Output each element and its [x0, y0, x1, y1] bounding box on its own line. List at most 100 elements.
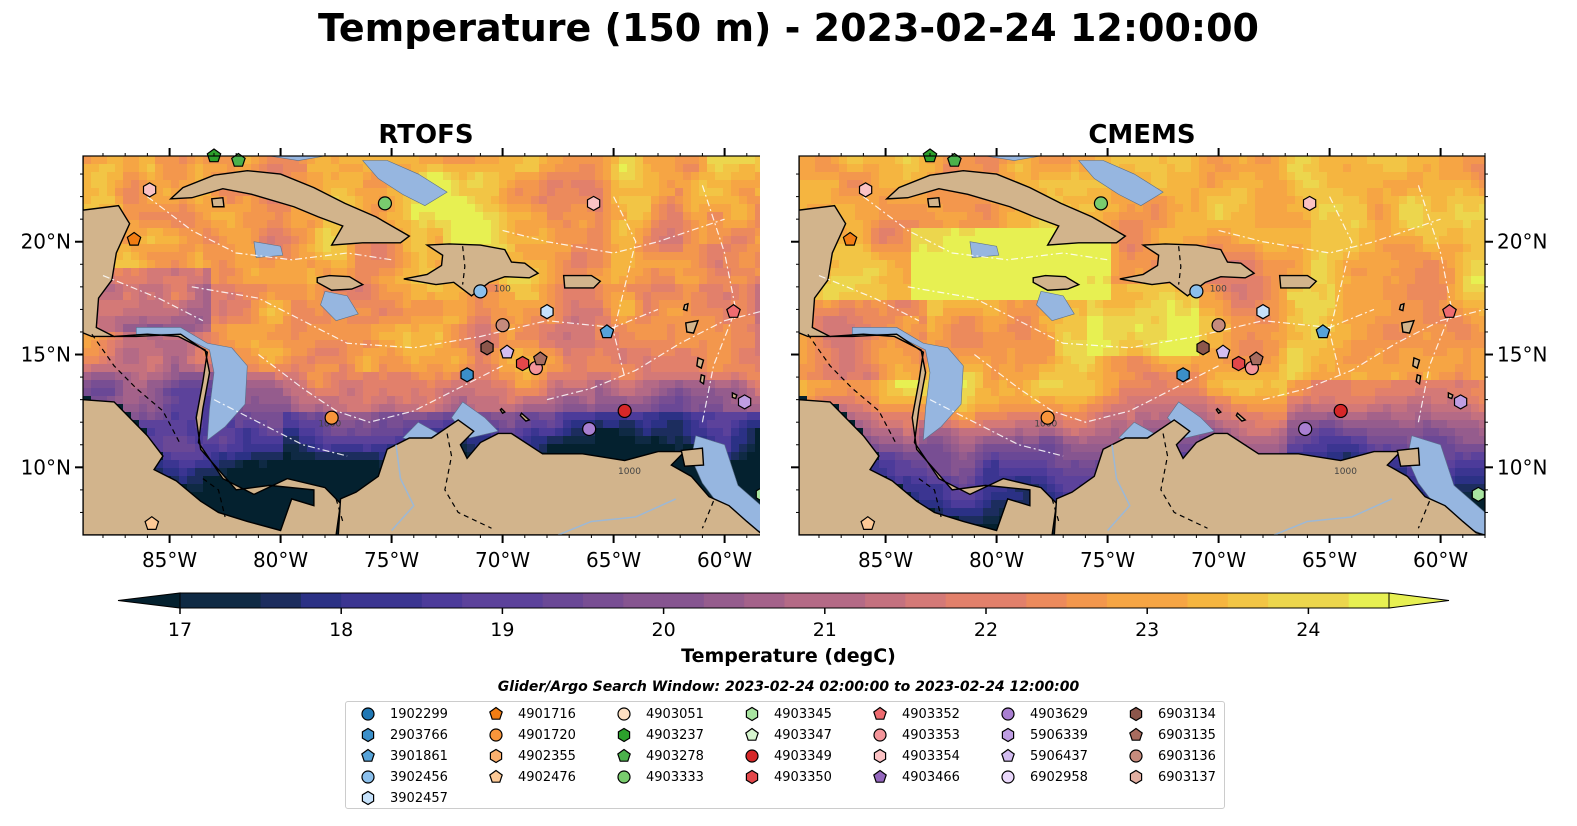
float-marker — [473, 284, 488, 299]
float-marker — [1176, 367, 1190, 383]
colorbar-tick-label: 22 — [974, 619, 998, 641]
colorbar-segment — [1187, 593, 1229, 608]
shelf-area — [1036, 291, 1075, 322]
float-marker — [142, 182, 157, 198]
colorbar-tick-label: 19 — [490, 619, 514, 641]
float-marker — [1333, 403, 1348, 419]
country-border — [1417, 500, 1431, 529]
colorbar: 17 18 19 20 21 22 23 24 — [117, 592, 1450, 641]
legend-item: 4903350 — [742, 767, 832, 787]
colorbar-tick-label: 24 — [1296, 619, 1320, 641]
land-mass — [316, 274, 365, 291]
legend-label: 4903629 — [1030, 706, 1088, 722]
colorbar-segment — [1066, 593, 1108, 608]
hexagon-marker-icon — [745, 769, 759, 785]
legend-label: 3902456 — [390, 769, 448, 785]
pentagon-marker-icon — [361, 748, 375, 762]
map-frame — [82, 155, 760, 536]
float-marker — [755, 488, 760, 501]
colorbar-segment — [421, 593, 463, 608]
hexagon-marker-icon — [745, 706, 759, 722]
legend-label: 4903347 — [774, 727, 832, 743]
legend-label: 4903352 — [902, 706, 960, 722]
float-marker — [1189, 284, 1204, 299]
legend-item: 3901861 — [358, 746, 448, 766]
float-marker — [860, 515, 876, 530]
contour-label: 1000 — [618, 467, 641, 477]
colorbar-tick-label: 21 — [813, 619, 837, 641]
pentagon-marker-icon — [1129, 727, 1143, 741]
land-mass — [684, 319, 700, 334]
y-tick-label: 10°N — [21, 455, 71, 479]
pentagon-marker-icon — [617, 748, 631, 762]
legend-label: 4903354 — [902, 748, 960, 764]
legend-item: 4903349 — [742, 746, 832, 766]
legend-item: 6902958 — [998, 767, 1088, 787]
float-marker — [1471, 486, 1486, 503]
legend-marker — [745, 769, 759, 785]
panel-title-rtofs: RTOFS — [378, 120, 474, 150]
river — [1107, 444, 1131, 531]
legend-marker — [1001, 727, 1015, 743]
legend-label: 4903466 — [902, 769, 960, 785]
float-marker — [1215, 344, 1231, 359]
pentagon-marker-icon — [873, 706, 887, 720]
y-tick-label: 10°N — [1497, 455, 1547, 479]
land-mass — [168, 169, 411, 246]
figure-title: Temperature (150 m) - 2023-02-24 12:00:0… — [317, 6, 1259, 50]
legend: 1902299 2903766 3901861 3902456 3902457 49017… — [345, 701, 1225, 809]
colorbar-segment — [462, 593, 503, 608]
river — [557, 498, 677, 535]
eez-boundary — [929, 399, 1064, 457]
circle-marker-icon — [489, 728, 503, 742]
colorbar-segment — [784, 593, 826, 608]
legend-label: 6903134 — [1158, 706, 1216, 722]
legend-marker — [1129, 769, 1143, 785]
float-marker — [126, 231, 142, 246]
legend-label: 4903051 — [646, 706, 704, 722]
legend-label: 4903333 — [646, 769, 704, 785]
country-border — [807, 333, 898, 446]
pentagon-marker-icon — [1001, 748, 1015, 762]
colorbar-tick-label: 23 — [1135, 619, 1159, 641]
hexagon-marker-icon — [361, 727, 375, 743]
legend-item: 4903237 — [614, 725, 704, 745]
land-mass — [1447, 391, 1454, 400]
land-mass — [926, 196, 941, 208]
colorbar-segment — [1268, 593, 1309, 608]
colorbar-segment — [986, 593, 1027, 608]
eez-boundary — [1417, 185, 1453, 423]
colorbar-segment — [381, 593, 423, 608]
land-mass — [1235, 412, 1247, 422]
float-marker — [858, 182, 873, 198]
colorbar-segment — [1227, 593, 1269, 608]
land-mass — [1415, 373, 1422, 386]
legend-item: 4903347 — [742, 725, 832, 745]
eez-boundary — [863, 196, 1108, 261]
land-mass — [799, 156, 1058, 535]
x-tick-label: 65°W — [586, 548, 641, 572]
eez-boundary — [147, 196, 392, 261]
shelf-area — [362, 160, 448, 206]
float-marker — [617, 403, 632, 419]
colorbar-segment — [945, 593, 987, 608]
country-border — [91, 333, 182, 446]
legend-item: 4903466 — [870, 767, 960, 787]
colorbar-segment — [220, 593, 262, 608]
x-tick-label: 75°W — [1080, 548, 1135, 572]
eez-boundary — [818, 275, 920, 322]
legend-marker — [1001, 748, 1015, 762]
legend-marker — [361, 770, 375, 784]
pentagon-marker-icon — [873, 769, 887, 783]
x-tick-label: 65°W — [1302, 548, 1357, 572]
float-marker — [586, 195, 601, 212]
land-mass — [1400, 319, 1416, 334]
legend-marker — [873, 728, 887, 742]
legend-label: 4903349 — [774, 748, 832, 764]
legend-marker — [489, 748, 503, 764]
colorbar-segment — [1147, 593, 1188, 608]
colorbar-segment — [744, 593, 785, 608]
float-marker — [599, 324, 615, 339]
river — [391, 444, 415, 531]
legend-label: 6902958 — [1030, 769, 1088, 785]
